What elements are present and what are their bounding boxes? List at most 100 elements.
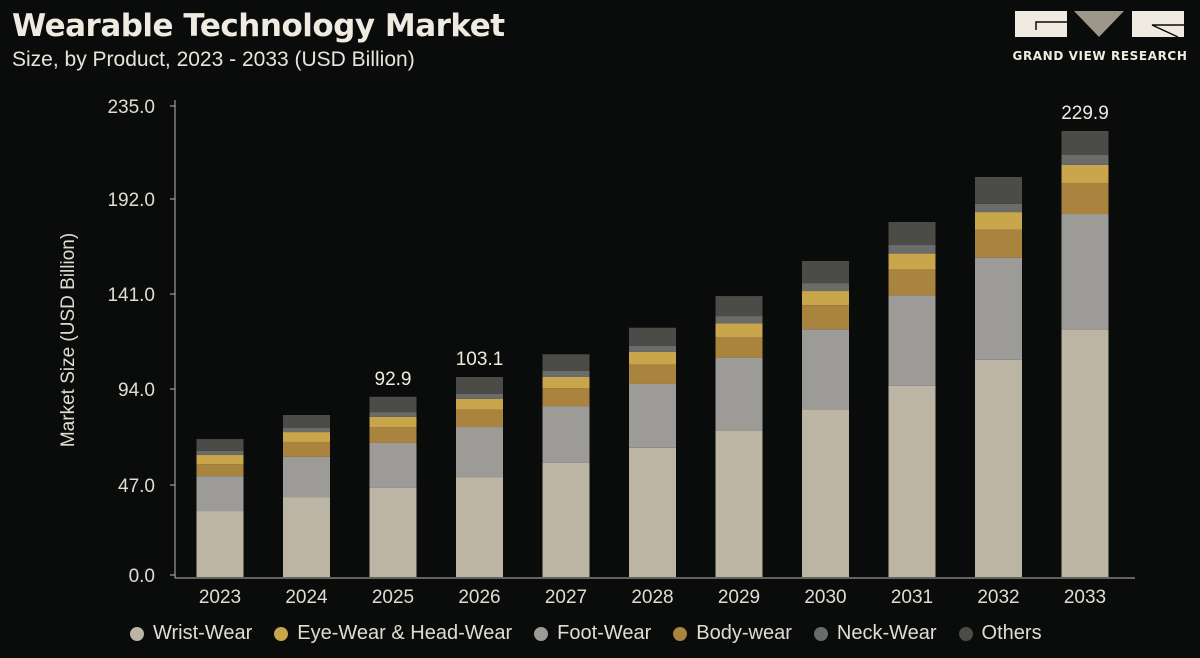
bar-segment-others [283, 415, 330, 429]
bar-segment-wrist-wear [196, 511, 244, 577]
bar-segment-eye-wear-head-wear [888, 253, 936, 270]
legend-label: Foot-Wear [557, 622, 652, 644]
bar-segment-others [1061, 130, 1109, 155]
stacked-bar-chart: Market Size (USD Billion) 0.0 47.0 94.0 141… [58, 97, 1135, 608]
legend-label: Wrist-Wear [153, 622, 253, 644]
bar-segment-wrist-wear [1061, 329, 1109, 577]
bar-segment-wrist-wear [456, 477, 503, 577]
bar-segment-eye-wear-head-wear [802, 291, 849, 306]
y-tick-label: 235.0 [107, 97, 155, 118]
bar-segment-others [456, 376, 503, 394]
bar-segment-neck-wear [629, 345, 676, 352]
x-tick-label: 2024 [285, 587, 328, 608]
bar-segment-foot-wear [715, 357, 763, 431]
legend-item: Neck-Wear [813, 622, 937, 645]
legend-item: Body-wear [673, 622, 792, 645]
bar-segment-neck-wear [975, 203, 1022, 213]
x-tick-label: 2027 [545, 587, 587, 608]
y-tick-label: 47.0 [118, 476, 155, 497]
bar-segment-wrist-wear [369, 487, 417, 577]
bar-segment-foot-wear [196, 476, 244, 512]
bar-segment-foot-wear [629, 383, 676, 448]
bar-segment-foot-wear [802, 329, 849, 410]
bar-segment-others [629, 327, 676, 346]
logo-mark-icon [1015, 11, 1184, 38]
bar-segment-body-wear [629, 364, 676, 384]
bar-segment-foot-wear [888, 295, 936, 386]
y-tick-label: 141.0 [107, 285, 155, 306]
legend-item: Foot-Wear [534, 622, 651, 645]
bar-segment-neck-wear [456, 393, 503, 399]
bar-segment-wrist-wear [629, 447, 676, 577]
legend-label: Neck-Wear [836, 622, 937, 644]
data-label: 92.9 [375, 369, 412, 390]
bar-segment-body-wear [802, 305, 849, 330]
x-tick-label: 2028 [631, 587, 673, 608]
y-tick-label: 0.0 [129, 566, 155, 587]
bar-segment-others [888, 221, 936, 245]
bar-segment-neck-wear [542, 370, 590, 377]
bar-segment-foot-wear [283, 456, 330, 498]
bar-segment-foot-wear [975, 257, 1022, 360]
bar-segment-eye-wear-head-wear [715, 323, 763, 338]
grand-view-research-logo: GRAND VIEW RESEARCH [1012, 10, 1188, 63]
data-label: 229.9 [1061, 103, 1109, 124]
bar-segment-others [715, 296, 763, 317]
legend-marker-icon [813, 626, 828, 641]
bar-segment-body-wear [196, 464, 244, 477]
chart-title: Wearable Technology Market [12, 8, 505, 44]
bar-segment-eye-wear-head-wear [283, 432, 330, 442]
bar-segment-body-wear [1061, 182, 1109, 215]
legend-item: Wrist-Wear [130, 622, 252, 645]
legend-label: Eye-Wear & Head-Wear [297, 622, 513, 644]
bar-segment-body-wear [975, 229, 1022, 258]
bar-segment-neck-wear [802, 283, 849, 292]
bar-segment-wrist-wear [542, 462, 590, 577]
bar-segment-others [369, 396, 417, 413]
bar-segment-body-wear [542, 388, 590, 407]
x-tick-label: 2030 [804, 587, 846, 608]
bar-segment-body-wear [456, 409, 503, 428]
bar-segment-others [542, 354, 590, 371]
legend-marker-icon [274, 626, 289, 641]
bar-segment-eye-wear-head-wear [629, 351, 676, 365]
bar-segment-body-wear [283, 441, 330, 457]
y-tick-label: 192.0 [107, 190, 155, 211]
legend-label: Others [981, 622, 1042, 644]
legend-item: Others [958, 622, 1042, 645]
x-tick-label: 2031 [891, 587, 933, 608]
bar-segment-body-wear [888, 269, 936, 296]
bar-segment-neck-wear [283, 428, 330, 433]
bar-segment-wrist-wear [975, 359, 1022, 577]
legend: Wrist-Wear Eye-Wear & Head-Wear Foot-Wear B… [130, 622, 1042, 645]
bar-segment-wrist-wear [283, 497, 330, 577]
x-tick-label: 2023 [199, 587, 241, 608]
x-tick-label: 2032 [977, 587, 1019, 608]
logo-text: GRAND VIEW RESEARCH [1012, 49, 1188, 63]
bar-segment-foot-wear [456, 427, 503, 478]
bar-segment-others [975, 176, 1022, 204]
bar-segment-body-wear [369, 427, 417, 443]
bar-segment-wrist-wear [888, 385, 936, 577]
legend-item: Eye-Wear & Head-Wear [274, 622, 512, 645]
bar-segment-eye-wear-head-wear [196, 454, 244, 465]
bar-segment-foot-wear [1061, 214, 1109, 330]
bar-segment-eye-wear-head-wear [456, 398, 503, 410]
y-tick-label: 94.0 [118, 380, 155, 401]
x-tick-label: 2025 [372, 587, 414, 608]
bar-segment-body-wear [715, 337, 763, 358]
bar-segment-foot-wear [542, 406, 590, 463]
x-tick-label: 2029 [718, 587, 760, 608]
bar-segment-others [196, 439, 244, 451]
bar-segment-neck-wear [196, 450, 244, 455]
chart-subtitle: Size, by Product, 2023 - 2033 (USD Billi… [12, 48, 415, 71]
bar-segment-eye-wear-head-wear [975, 212, 1022, 230]
data-label: 103.1 [456, 349, 504, 370]
bar-segment-neck-wear [369, 412, 417, 417]
legend-marker-icon [673, 626, 688, 641]
legend-marker-icon [958, 626, 973, 641]
legend-label: Body-wear [696, 622, 792, 644]
y-axis-label: Market Size (USD Billion) [58, 233, 79, 447]
bar-segment-wrist-wear [802, 409, 849, 577]
bar-segment-neck-wear [715, 316, 763, 324]
